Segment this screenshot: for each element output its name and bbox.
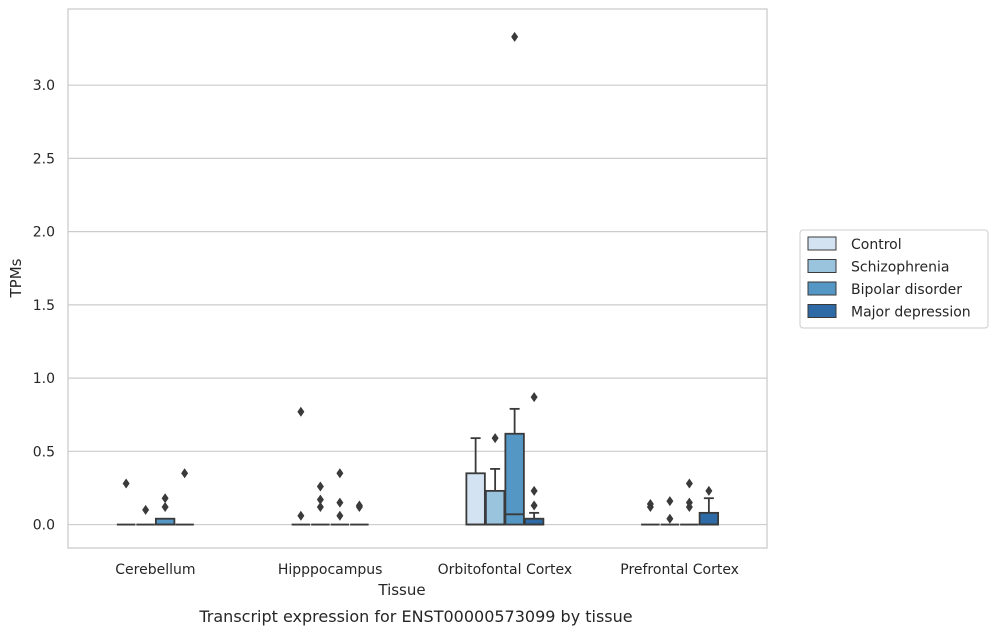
outlier-point [122,478,130,489]
legend-entry-label: Bipolar disorder [851,282,962,298]
legend-swatch [807,281,837,296]
outlier-point [336,497,344,508]
x-tick-label: Cerebellum [115,562,195,578]
plot-area-frame [67,8,768,549]
box [484,489,506,526]
outlier-point [316,481,324,492]
outlier-point [666,496,674,507]
x-tick-label: Hipppocampus [278,562,383,578]
legend-swatch [807,236,837,251]
y-axis-ticks: 0.0 0.5 1.0 1.5 2.0 2.5 3.0 [33,78,55,533]
y-tick-label: 2.0 [33,225,55,241]
outlier-point [491,433,499,444]
outlier-point [316,494,324,505]
y-tick-label: 1.0 [33,371,55,387]
outlier-point [530,500,538,511]
grid-lines [68,84,767,526]
boxes [116,407,720,526]
outlier-point [297,406,305,417]
legend-entry-label: Schizophrenia [851,260,949,276]
outlier-point [161,493,169,504]
outlier-point [646,501,654,512]
outlier-point [316,501,324,512]
x-axis-label: Tissue [377,581,425,599]
legend-entry-label: Control [851,237,902,253]
outliers [122,31,713,524]
outlier-point [685,478,693,489]
legend-entry-label: Major depression [851,305,971,321]
box [698,511,720,526]
outlier-point [355,501,363,512]
outlier-point [530,485,538,496]
y-tick-label: 0.5 [33,444,55,460]
outlier-point [181,468,189,479]
x-tick-label: Orbitofontal Cortex [438,562,573,578]
box [465,472,486,526]
outlier-point [297,510,305,521]
y-axis-label: TPMs [7,258,25,298]
y-tick-label: 2.5 [33,151,55,167]
y-tick-label: 1.5 [33,298,55,314]
outlier-point [161,501,169,512]
outlier-point [511,31,519,42]
legend-frame [799,229,989,329]
outlier-point [685,501,693,512]
y-tick-label: 3.0 [33,78,55,94]
outlier-point [530,392,538,403]
legend: Control Schizophrenia Bipolar disorder Majo… [799,229,989,329]
x-axis-ticks: Cerebellum Hipppocampus Orbitofontal Corte… [115,562,739,578]
outlier-point [705,485,713,496]
box [504,432,525,526]
y-tick-label: 0.0 [33,518,55,534]
legend-swatch [807,259,837,273]
outlier-point [336,510,344,521]
outlier-point [666,513,674,524]
outlier-point [336,468,344,479]
legend-swatch [807,304,837,318]
x-tick-label: Prefrontal Cortex [620,562,739,578]
outlier-point [142,504,150,515]
chart-caption: Transcript expression for ENST0000057309… [198,607,632,626]
